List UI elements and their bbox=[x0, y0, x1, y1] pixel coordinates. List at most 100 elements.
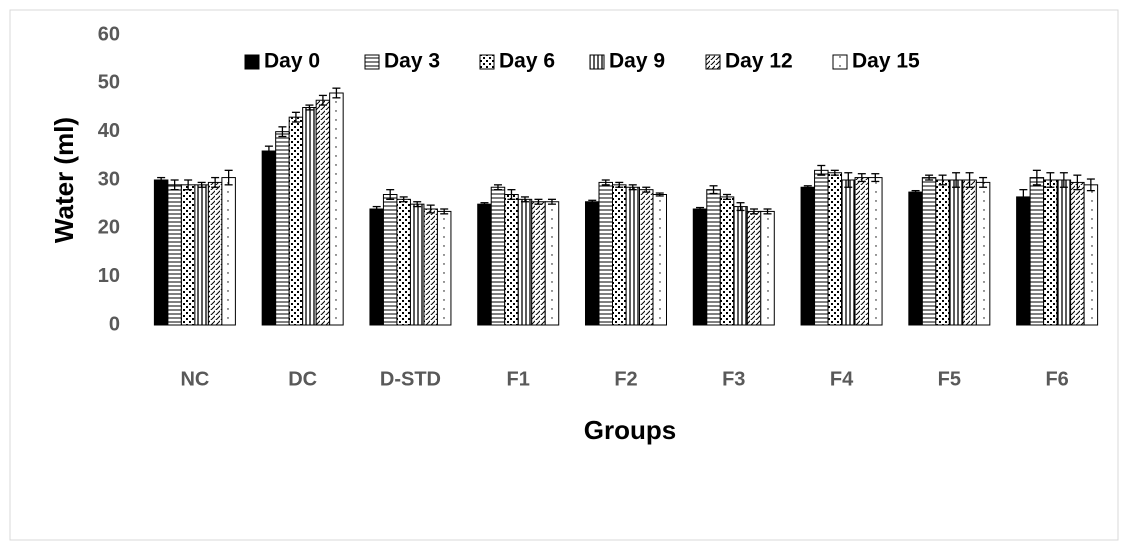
legend-swatch bbox=[589, 54, 605, 70]
error-bar bbox=[601, 179, 610, 186]
bar bbox=[625, 186, 640, 326]
bar bbox=[423, 208, 438, 326]
x-tick-label: F3 bbox=[722, 368, 745, 390]
x-tick-label: D-STD bbox=[380, 368, 441, 390]
bar bbox=[1083, 184, 1099, 326]
bar bbox=[639, 189, 654, 326]
error-bar bbox=[211, 176, 220, 188]
error-bar bbox=[440, 208, 449, 215]
legend-swatch bbox=[705, 54, 721, 70]
legend-label: Day 15 bbox=[852, 50, 920, 73]
bar bbox=[962, 179, 977, 326]
x-axis-title: Groups bbox=[584, 415, 676, 445]
error-bar bbox=[157, 176, 166, 184]
error-bar bbox=[520, 196, 529, 203]
legend-swatch bbox=[244, 54, 260, 70]
error-bar bbox=[642, 186, 651, 193]
bar bbox=[692, 208, 708, 326]
bar bbox=[1029, 177, 1045, 326]
error-bar bbox=[844, 172, 853, 188]
bar bbox=[167, 184, 182, 326]
bar bbox=[490, 186, 506, 326]
error-bar bbox=[1032, 169, 1041, 186]
y-tick-label: 30 bbox=[98, 168, 120, 190]
x-tick-label: F1 bbox=[507, 368, 530, 390]
bar bbox=[908, 191, 923, 326]
error-bar bbox=[723, 193, 732, 200]
bar bbox=[180, 184, 196, 326]
x-tick-label: F2 bbox=[614, 368, 637, 390]
bar bbox=[221, 177, 236, 326]
y-tick-label: 50 bbox=[98, 72, 120, 94]
bar bbox=[814, 169, 829, 326]
error-bar bbox=[170, 179, 179, 191]
bar bbox=[153, 179, 169, 326]
error-bar bbox=[709, 185, 718, 195]
bar bbox=[1056, 179, 1072, 326]
bar bbox=[369, 208, 384, 326]
legend-label: Day 3 bbox=[384, 50, 440, 73]
legend-swatch bbox=[832, 54, 848, 70]
error-bar bbox=[857, 173, 866, 183]
error-bar bbox=[386, 189, 395, 200]
bar bbox=[719, 196, 735, 326]
bar bbox=[396, 198, 411, 326]
error-bar bbox=[628, 184, 637, 191]
bar bbox=[585, 201, 600, 326]
bar bbox=[261, 150, 277, 326]
bar bbox=[746, 210, 762, 326]
error-bar bbox=[399, 196, 408, 203]
bar bbox=[1070, 181, 1085, 326]
bar bbox=[477, 203, 492, 326]
bar bbox=[733, 206, 748, 326]
bar bbox=[598, 181, 613, 326]
error-bar bbox=[507, 189, 516, 200]
y-tick-label: 10 bbox=[98, 265, 120, 287]
error-bar bbox=[750, 208, 759, 215]
bar bbox=[652, 194, 667, 326]
legend-swatch bbox=[479, 54, 495, 70]
legend-swatch bbox=[364, 54, 380, 70]
bar bbox=[302, 107, 317, 326]
error-bar bbox=[952, 172, 961, 188]
error-bar bbox=[291, 111, 300, 123]
bar bbox=[531, 201, 546, 326]
bar bbox=[706, 189, 721, 326]
error-bar bbox=[911, 189, 920, 195]
error-bar bbox=[184, 179, 193, 191]
bar bbox=[409, 203, 425, 326]
bar bbox=[288, 116, 304, 326]
legend-label: Day 0 bbox=[264, 50, 320, 73]
error-bar bbox=[318, 94, 327, 106]
error-bar bbox=[965, 172, 974, 188]
bar bbox=[194, 184, 209, 326]
error-bar bbox=[588, 199, 597, 204]
error-bar bbox=[938, 174, 947, 186]
bar bbox=[921, 177, 937, 326]
x-tick-label: F5 bbox=[938, 368, 961, 390]
error-bar bbox=[426, 204, 435, 214]
y-tick-label: 60 bbox=[98, 23, 120, 45]
error-bar bbox=[197, 181, 206, 188]
error-bar bbox=[1073, 174, 1082, 191]
bar bbox=[800, 186, 816, 326]
bar bbox=[329, 92, 344, 326]
legend-label: Day 6 bbox=[499, 50, 555, 73]
bar bbox=[841, 179, 856, 326]
y-axis-title: Water (ml) bbox=[49, 117, 79, 243]
error-bar bbox=[1086, 178, 1095, 192]
error-bar bbox=[480, 202, 489, 207]
x-tick-label: F4 bbox=[830, 368, 854, 390]
error-bar bbox=[979, 176, 988, 188]
y-tick-label: 0 bbox=[109, 313, 120, 335]
bar bbox=[382, 194, 398, 326]
error-bar bbox=[224, 169, 233, 186]
bar bbox=[854, 177, 870, 326]
error-bar bbox=[655, 192, 664, 197]
bar bbox=[827, 172, 843, 326]
error-bar bbox=[736, 202, 745, 212]
x-tick-label: NC bbox=[180, 368, 209, 390]
error-bar bbox=[817, 164, 826, 176]
legend-label: Day 9 bbox=[609, 50, 665, 73]
